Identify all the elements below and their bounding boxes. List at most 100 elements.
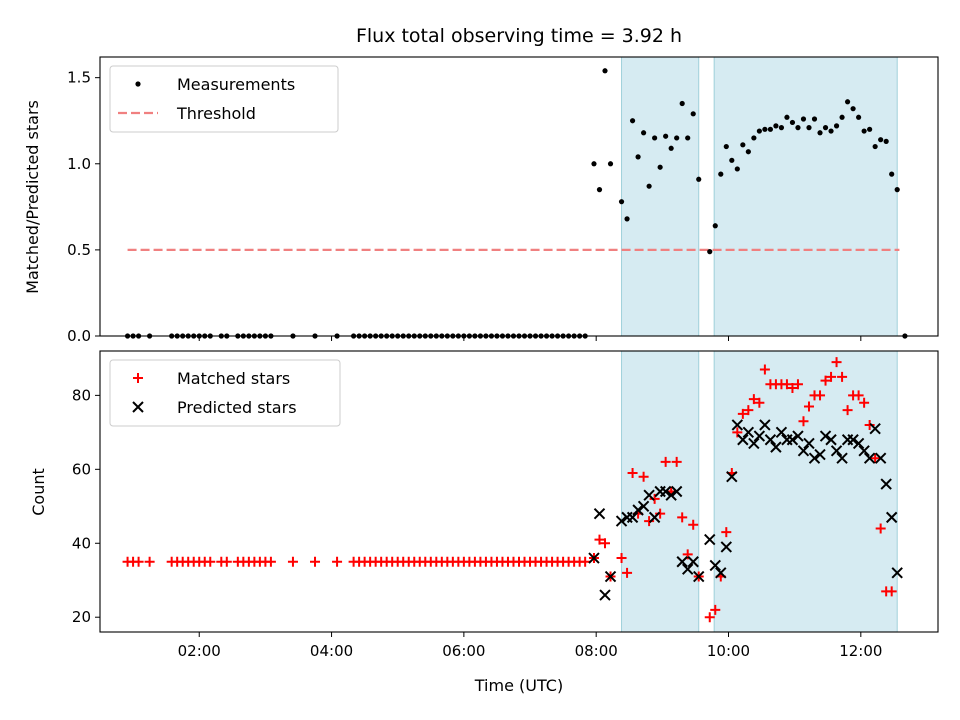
chart-title: Flux total observing time = 3.92 h [356,25,682,47]
bottom-y-axis-label: Count [29,468,48,516]
matched-star-point [644,516,655,527]
bottom-axes-frame [99,350,939,633]
top-axes: 0.0 0.5 1.0 1.5 [67,56,939,345]
predicted-star-point [731,419,744,431]
top-panel: 0.0 0.5 1.0 1.5 Matched/Predicted stars Mea… [23,56,939,345]
matched-star-point [580,556,591,567]
measurement-point [602,68,608,74]
measurement-point [889,171,895,177]
measurement-point [883,138,889,144]
predicted-star-point [676,556,688,568]
predicted-star-point [648,511,661,524]
predicted-star-point [643,489,655,501]
measurement-point [778,125,785,131]
bottom-legend-box [109,359,341,427]
bottom-y-tick-label: 20 [72,608,91,626]
matched-star-point [842,405,853,416]
predicted-star-point [626,511,639,524]
measurement-point [624,216,630,222]
matched-star-point [600,538,611,549]
measurement-point [591,161,597,167]
matched-star-point [627,468,638,479]
measurement-point [833,123,840,129]
matched-star-point [831,357,842,368]
matched-star-point [853,390,864,401]
matched-star-point [205,556,216,567]
measurement-point [696,176,702,182]
measurement-point [817,130,823,136]
top-legend-label: Threshold [176,104,256,123]
matched-star-point [759,364,770,375]
measurement-point [618,199,625,205]
matched-star-point [688,519,699,530]
legend-marker-matched [133,373,143,383]
matched-star-point [649,493,660,504]
matched-star-point [815,390,826,401]
measurement-point [729,157,735,163]
predicted-star-point [720,541,733,553]
predicted-star-point [808,452,821,464]
predicted-star-point [726,471,738,483]
matched-star-point [886,586,897,597]
predicted-star-point [863,452,876,464]
legend-marker-predicted [132,401,144,413]
top-shaded-interval [713,56,898,337]
measurement-point [850,106,856,112]
measurement-point [878,137,884,143]
matched-star-point [787,382,798,393]
measurement-point [751,135,757,141]
measurement-point [723,143,729,150]
measurement-point [784,114,790,120]
matched-star-point [265,556,276,567]
bottom-y-tick-label: 80 [72,386,91,404]
predicted-star-point [715,567,727,579]
predicted-star-point [753,430,766,442]
measurement-point [674,135,680,141]
measurement-point [800,116,807,122]
top-legend-box [109,65,339,133]
predicted-star-point [681,563,694,575]
measurement-point [685,135,691,141]
matched-star-point [781,379,792,390]
matched-star-point [803,401,814,412]
predicted-star-point [797,445,810,457]
measurement-point [690,111,696,117]
measurement-point [629,118,636,124]
matched-star-point [820,375,831,386]
measurement-point [657,164,663,170]
measurement-point [668,145,674,151]
predicted-star-point [670,485,683,498]
matched-star-point [221,556,232,567]
bottom-y-tick-label: 60 [72,460,91,478]
matched-star-point [616,553,627,564]
matched-star-point [655,508,666,519]
predicted-star-point [825,434,837,446]
matched-star-point [837,371,848,382]
predicted-star-point [764,434,777,446]
matched-star-point [859,397,870,408]
matched-star-point [870,453,881,464]
predicted-star-point [880,478,892,490]
x-tick-label: 06:00 [442,642,485,660]
matched-star-point [826,371,837,382]
measurement-point [773,123,779,129]
measurement-point [795,125,801,131]
x-tick-label: 12:00 [839,642,882,660]
matched-star-point [622,567,633,578]
matched-star-point [310,556,321,567]
top-y-axis-label: Matched/Predicted stars [23,100,42,294]
predicted-star-point [803,437,815,450]
measurement-point [872,143,878,150]
predicted-star-point [770,441,782,453]
bottom-panel: 20 40 60 80 02:00 04:00 06:00 08:00 10:00 12:00 C… [29,350,939,695]
count-points [122,357,903,623]
matched-star-point [748,394,759,405]
measurement-point [767,126,774,132]
bottom-legend-label: Matched stars [177,369,290,388]
predicted-star-point [775,426,788,439]
x-tick-label: 10:00 [707,642,750,660]
x-tick-label: 08:00 [575,642,618,660]
matched-star-point [743,405,754,416]
top-legend: Measurements Threshold [109,65,339,133]
predicted-star-point [847,434,859,446]
